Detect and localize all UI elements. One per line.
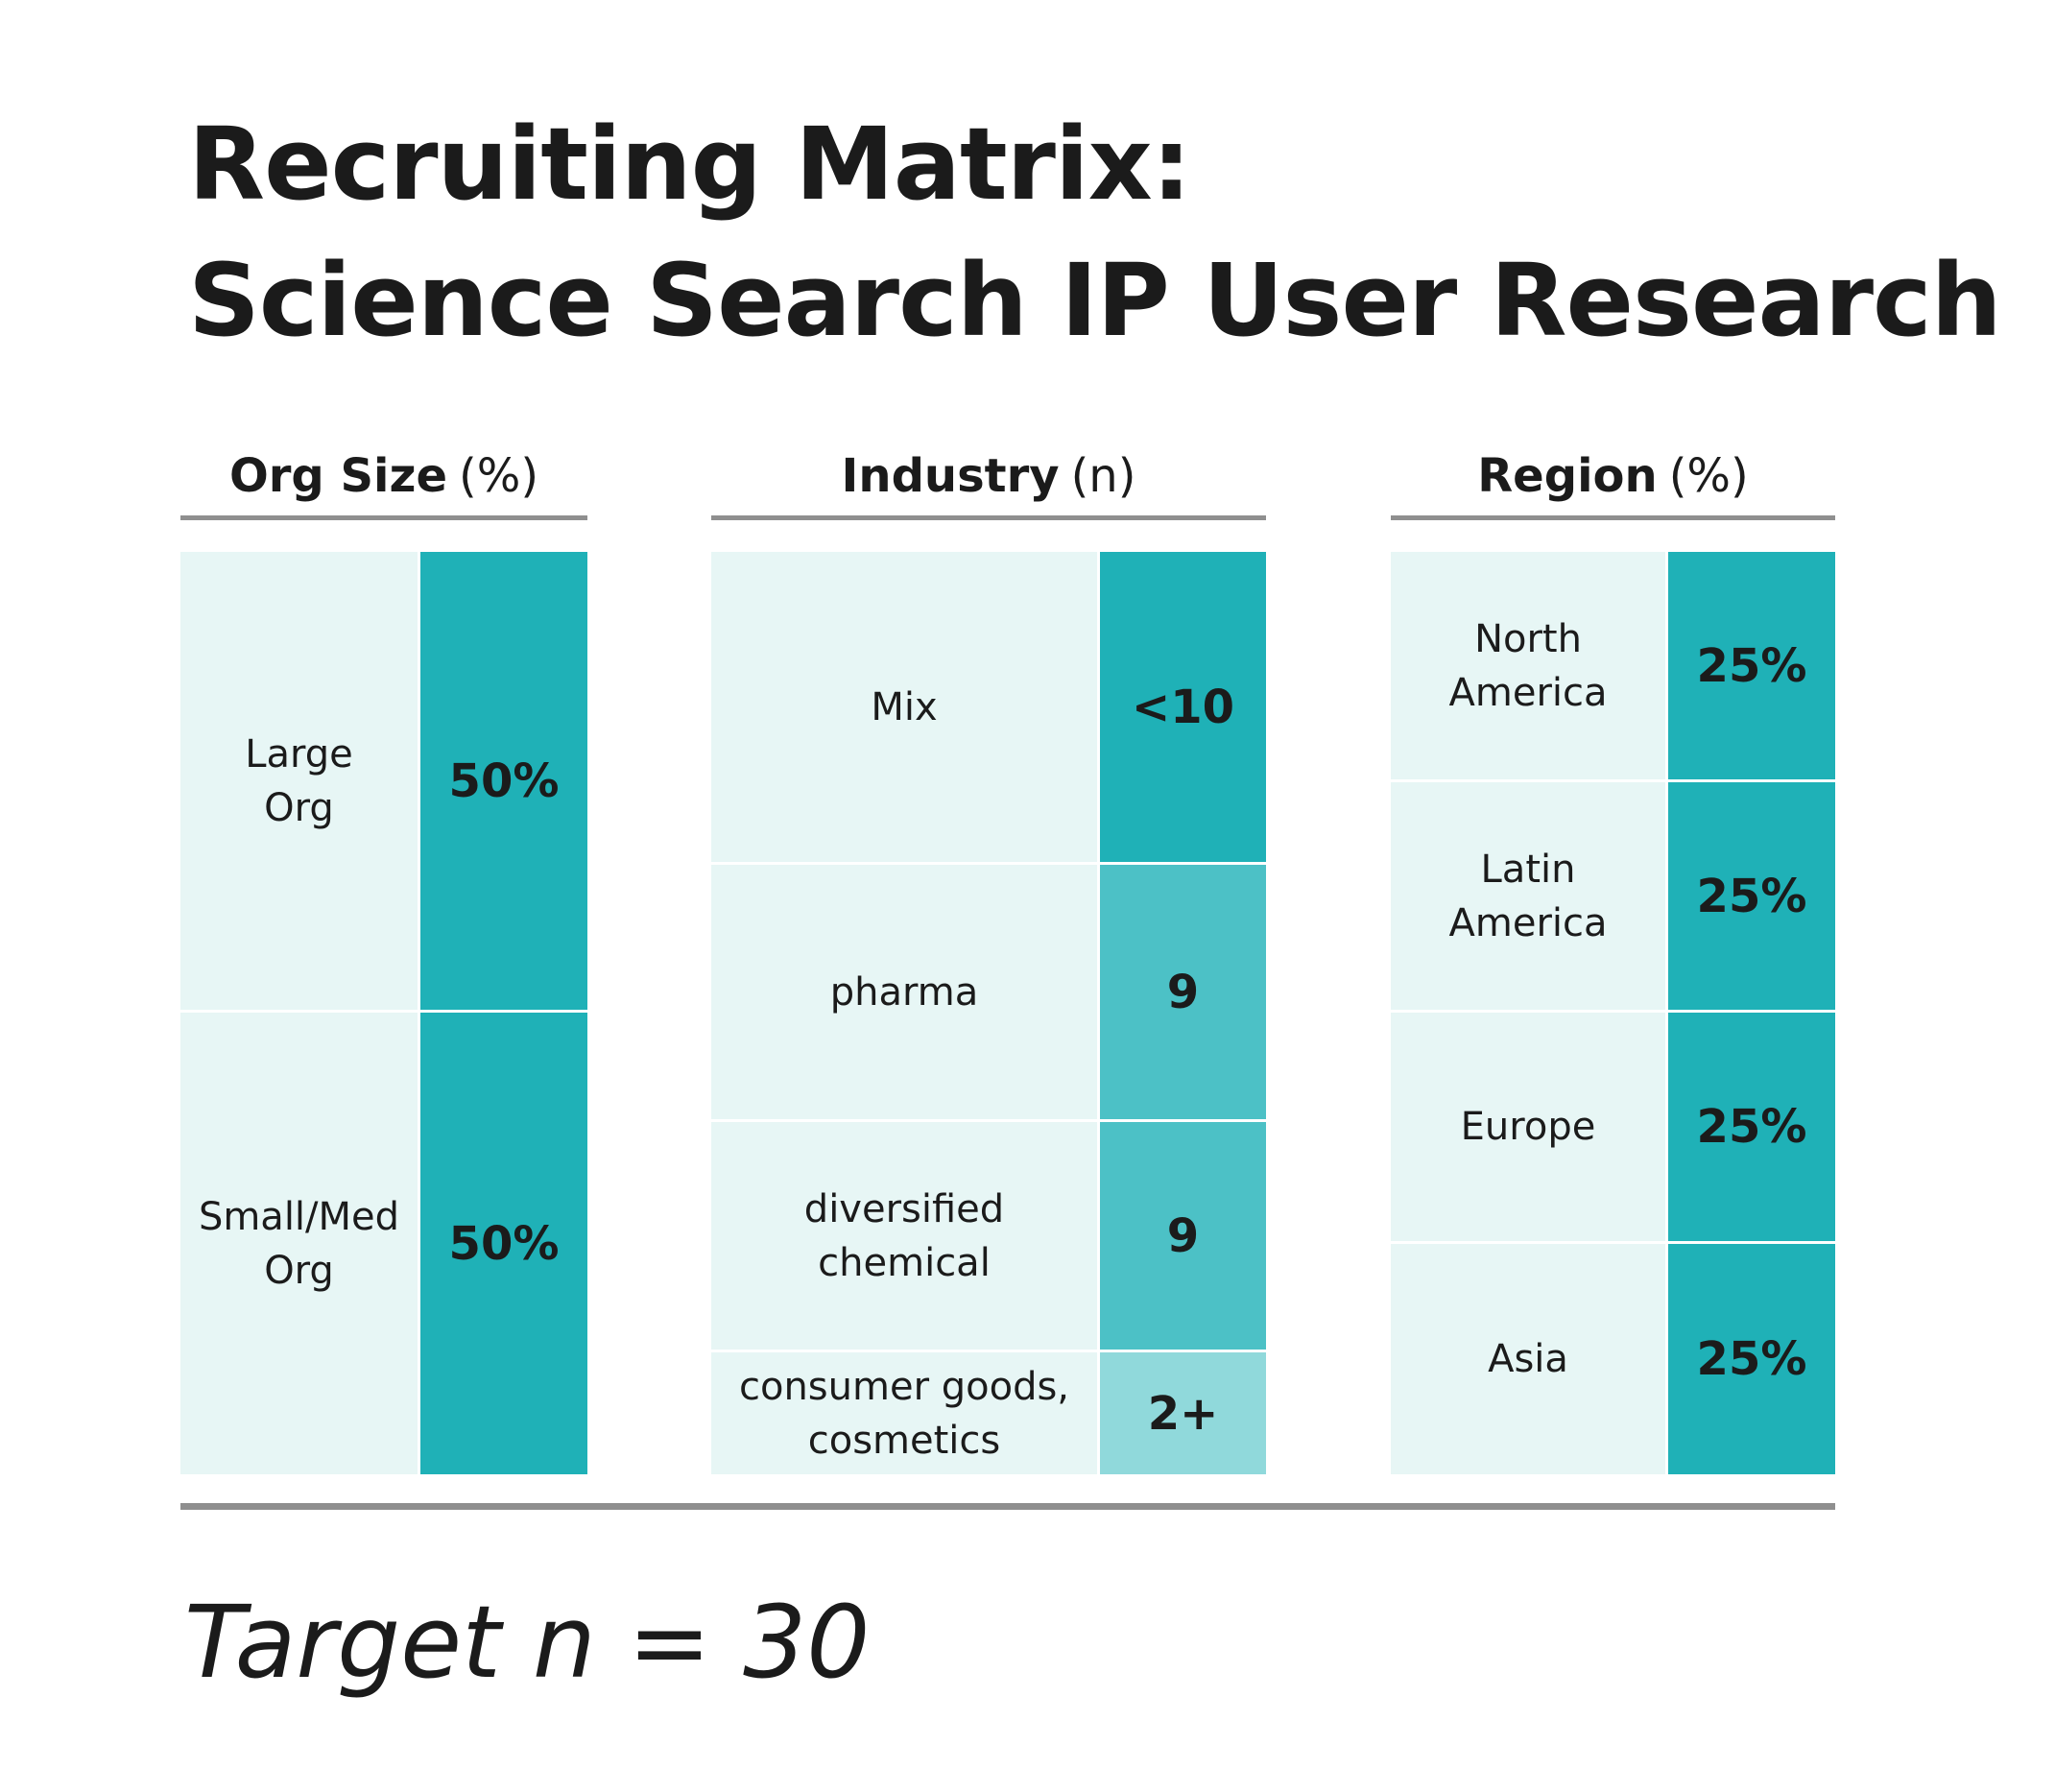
row-value: 25% — [1668, 1013, 1835, 1241]
industry-section: Industry (n) Mix <10 pharma 9 diversified… — [711, 437, 1266, 1474]
row-value: 25% — [1668, 1244, 1835, 1474]
row-value: 2+ — [1100, 1352, 1266, 1474]
header-label: Industry — [841, 449, 1060, 503]
row-label: Mix — [711, 552, 1100, 862]
row-value: 50% — [420, 1013, 587, 1474]
table-row: North America 25% — [1391, 552, 1835, 782]
header-unit: (%) — [1668, 449, 1749, 503]
org-size-section: Org Size (%) Large Org 50% Small/Med Org … — [180, 437, 587, 1474]
table-row: pharma 9 — [711, 865, 1266, 1122]
region-header: Region (%) — [1391, 437, 1835, 515]
row-label: Europe — [1391, 1013, 1668, 1241]
table-row: Small/Med Org 50% — [180, 1013, 587, 1474]
title-line-2: Science Search IP User Research — [188, 242, 2002, 359]
row-label: Large Org — [180, 552, 420, 1010]
org-size-header: Org Size (%) — [180, 437, 587, 515]
header-rule — [711, 515, 1266, 520]
table-row: Large Org 50% — [180, 552, 587, 1013]
region-section: Region (%) North America 25% Latin Americ… — [1391, 437, 1835, 1474]
title-line-1: Recruiting Matrix: — [188, 106, 1191, 223]
table-row: Asia 25% — [1391, 1244, 1835, 1474]
org-size-table: Large Org 50% Small/Med Org 50% — [180, 552, 587, 1474]
row-label: pharma — [711, 865, 1100, 1119]
row-label: Latin America — [1391, 782, 1668, 1010]
header-unit: (%) — [459, 449, 539, 503]
row-label: Asia — [1391, 1244, 1668, 1474]
row-value: 50% — [420, 552, 587, 1010]
header-unit: (n) — [1070, 449, 1136, 503]
industry-table: Mix <10 pharma 9 diversified chemical 9 … — [711, 552, 1266, 1474]
table-row: Mix <10 — [711, 552, 1266, 865]
header-rule — [1391, 515, 1835, 520]
page-title: Recruiting Matrix: Science Search IP Use… — [188, 96, 2002, 369]
row-label: Small/Med Org — [180, 1013, 420, 1474]
industry-header: Industry (n) — [711, 437, 1266, 515]
row-value: <10 — [1100, 552, 1266, 862]
row-label: consumer goods, cosmetics — [711, 1352, 1100, 1474]
bottom-divider — [180, 1503, 1835, 1510]
row-value: 9 — [1100, 865, 1266, 1119]
table-row: Europe 25% — [1391, 1013, 1835, 1244]
row-value: 25% — [1668, 782, 1835, 1010]
table-row: consumer goods, cosmetics 2+ — [711, 1352, 1266, 1474]
row-label: North America — [1391, 552, 1668, 779]
header-rule — [180, 515, 587, 520]
header-label: Org Size — [228, 449, 447, 503]
row-value: 9 — [1100, 1122, 1266, 1350]
row-value: 25% — [1668, 552, 1835, 779]
region-table: North America 25% Latin America 25% Euro… — [1391, 552, 1835, 1474]
table-row: diversified chemical 9 — [711, 1122, 1266, 1352]
table-row: Latin America 25% — [1391, 782, 1835, 1013]
target-n: Target n = 30 — [184, 1584, 871, 1701]
row-label: diversified chemical — [711, 1122, 1100, 1350]
header-label: Region — [1477, 449, 1658, 503]
